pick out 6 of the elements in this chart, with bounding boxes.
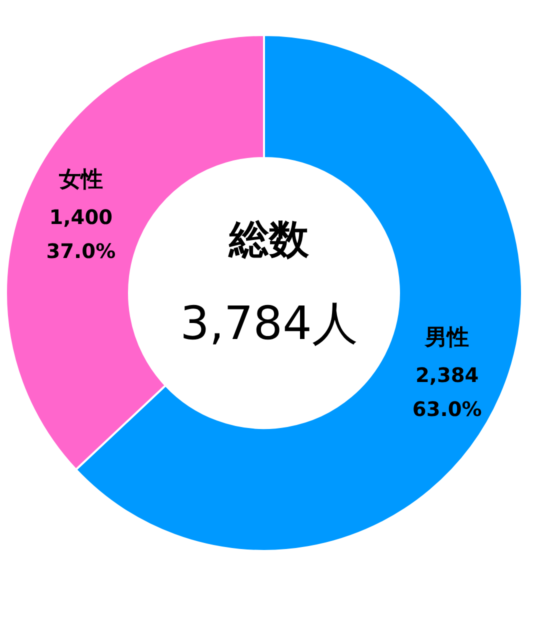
text: 3,784人 (180, 296, 358, 350)
text: 総数 (228, 217, 310, 263)
data-label: 2,384 63.0% (412, 363, 482, 422)
slice-label: 男性 (424, 326, 470, 351)
slice-label: 女性 (58, 167, 103, 192)
data-label: 1,400 37.0% (46, 204, 116, 263)
